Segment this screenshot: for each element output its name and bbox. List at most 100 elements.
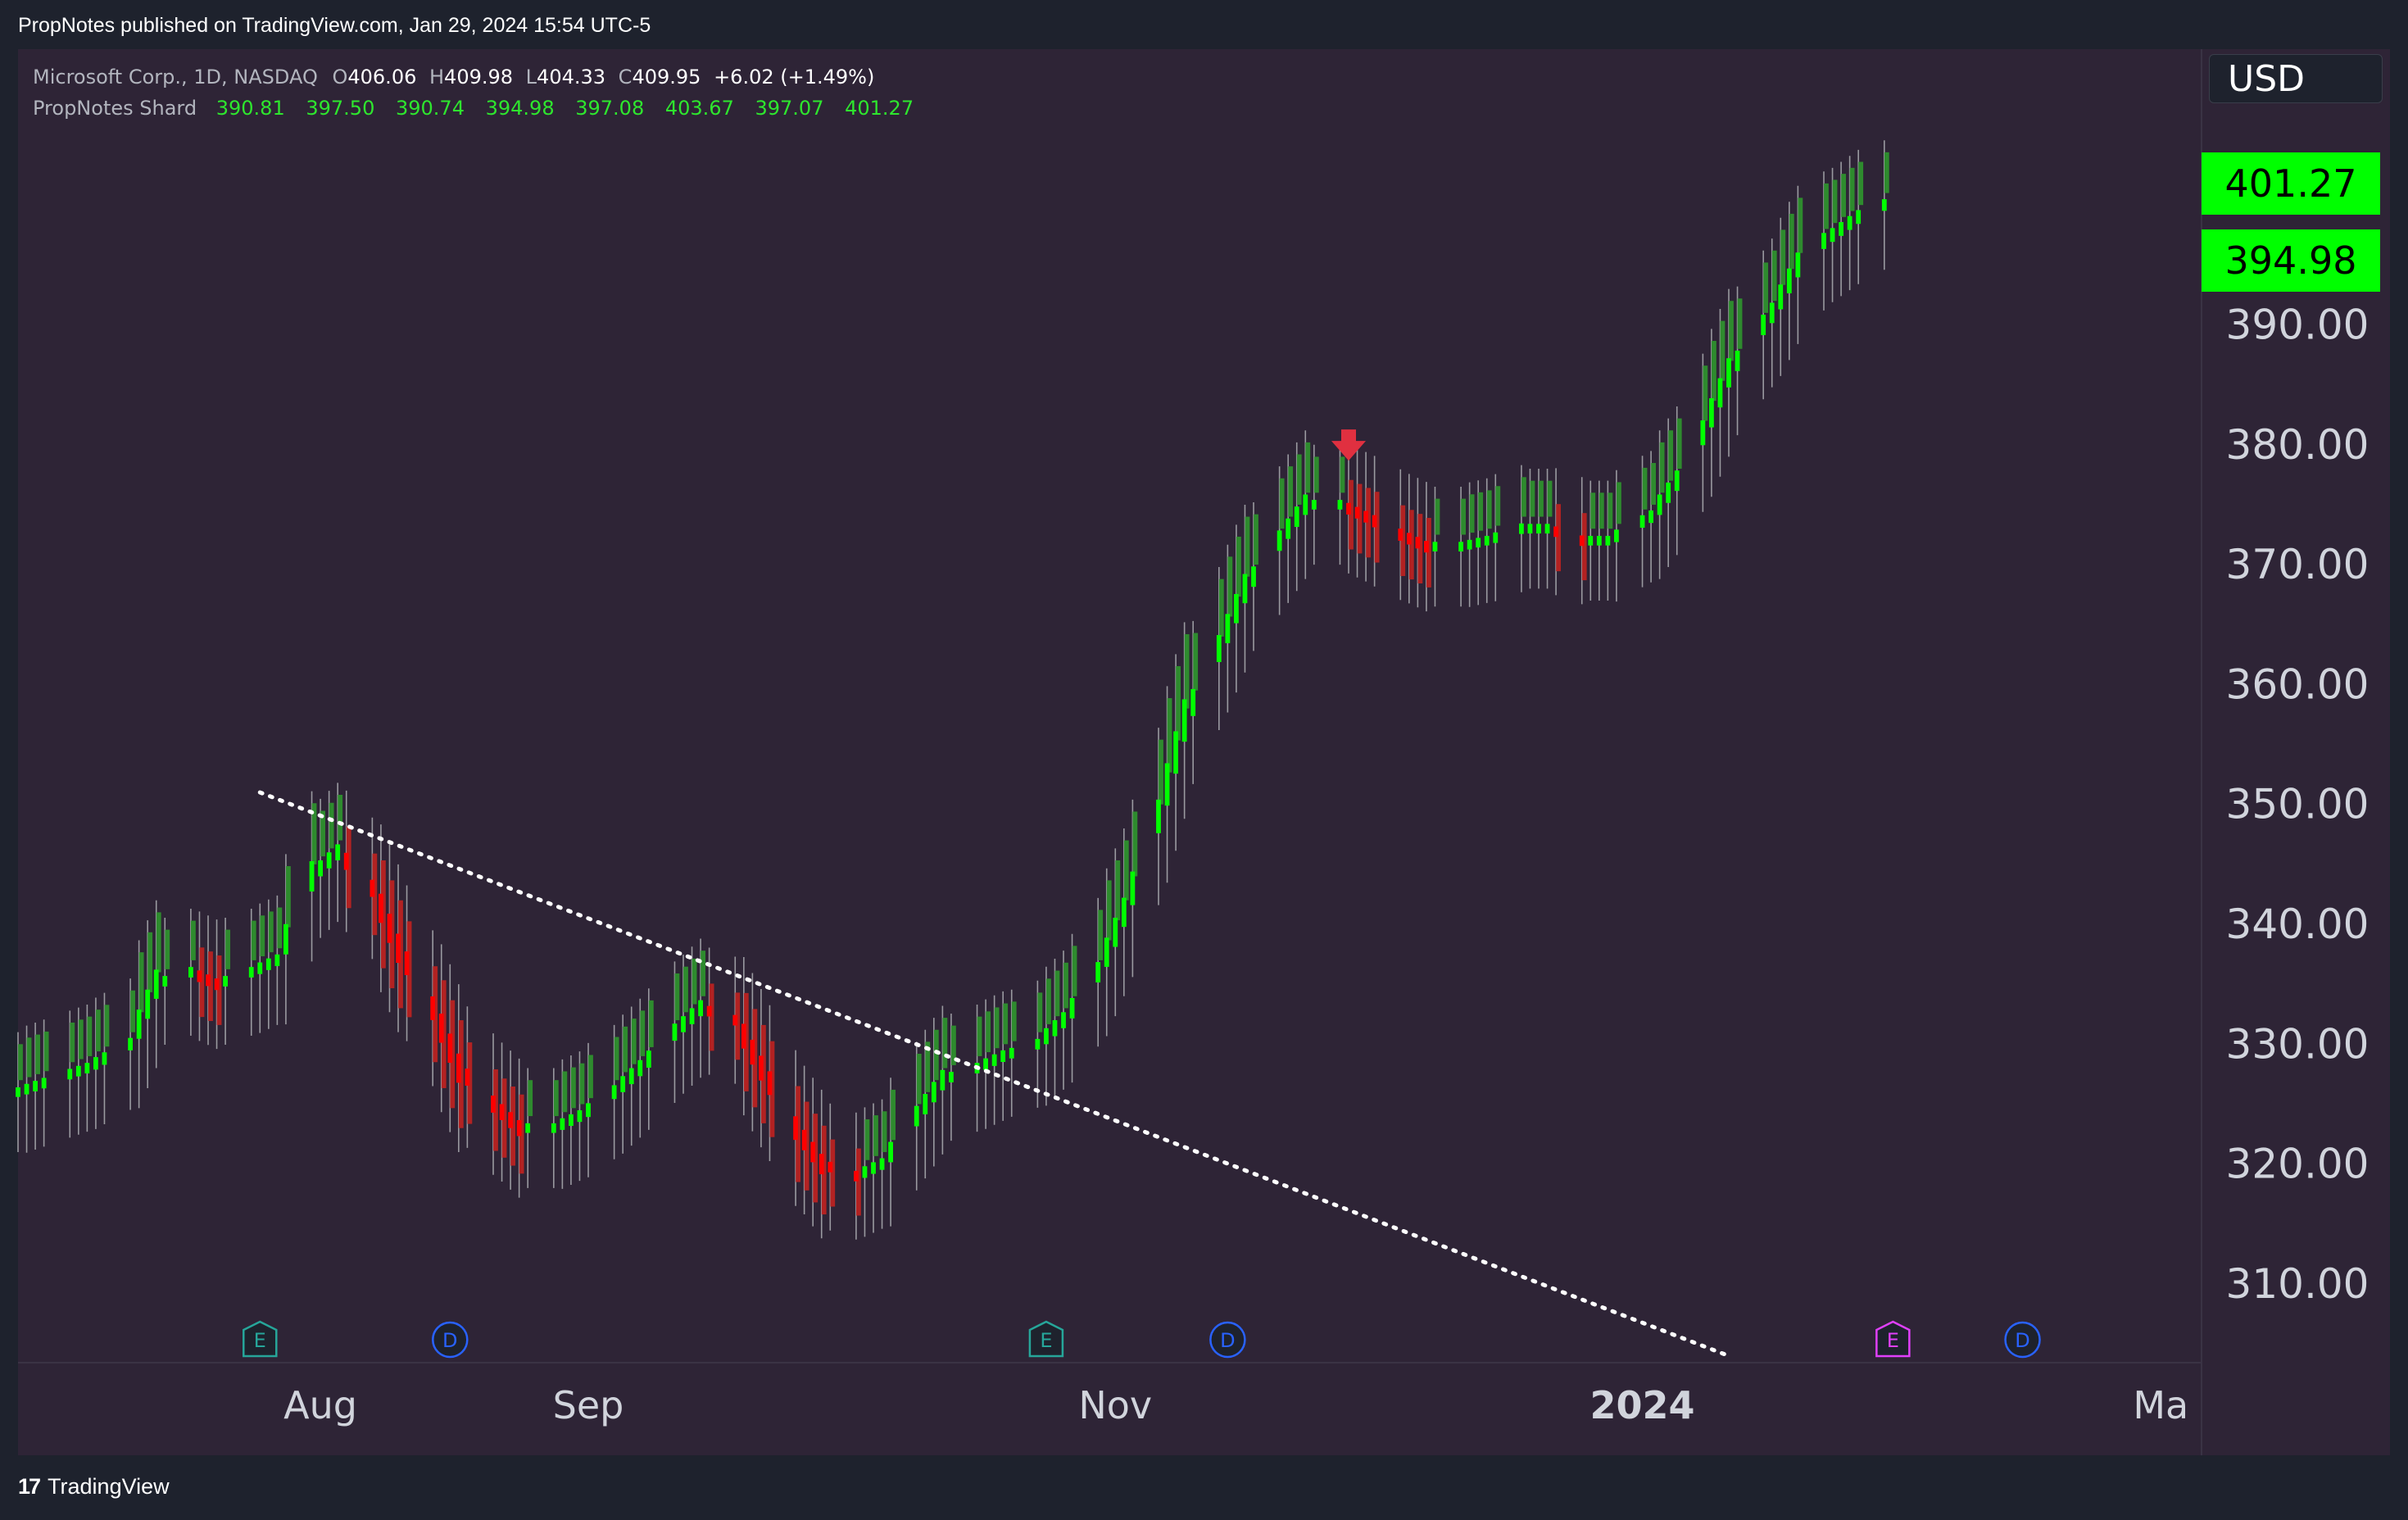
shadow-candle — [1063, 962, 1068, 1009]
shadow-candle — [1046, 978, 1051, 1024]
shadow-candle — [752, 1009, 758, 1108]
candle-body — [1424, 541, 1429, 553]
dividend-marker[interactable]: D — [432, 1321, 469, 1359]
candle-body — [871, 1162, 876, 1174]
shadow-candle — [1417, 514, 1423, 584]
candle-body — [991, 1054, 997, 1066]
shadow-candle — [882, 1111, 887, 1152]
price-tick-label: 320.00 — [2226, 1141, 2369, 1188]
candle-body — [93, 1057, 98, 1070]
shadow-candle — [588, 1055, 593, 1099]
candle-body — [1069, 997, 1075, 1019]
candle-body — [1277, 530, 1282, 551]
shadow-candle — [70, 1022, 75, 1063]
shadow-candle — [640, 1010, 646, 1056]
candle-body — [1830, 228, 1835, 243]
shadow-candle — [1798, 197, 1803, 253]
shadow-candle — [709, 983, 714, 1051]
candle-body — [1363, 510, 1368, 523]
shadow-candle — [579, 1063, 585, 1105]
earnings-marker-shape — [1028, 1320, 1064, 1358]
candle-body — [16, 1087, 20, 1097]
shadow-candle — [761, 1024, 766, 1123]
shadow-candle — [329, 802, 334, 849]
candle-body — [681, 1016, 686, 1032]
shadow-candle — [1357, 483, 1363, 554]
shadow-candle — [1400, 505, 1406, 576]
shadow-candle — [623, 1026, 628, 1073]
candle-body — [560, 1118, 565, 1130]
legend-symbol[interactable]: Microsoft Corp., 1D, NASDAQ — [33, 66, 318, 88]
shadow-candle — [1236, 536, 1241, 597]
dividend-marker[interactable]: D — [1209, 1321, 1246, 1359]
shadow-candle — [1824, 183, 1829, 229]
price-tick-label: 370.00 — [2226, 541, 2369, 588]
shadow-candle — [1296, 454, 1302, 505]
candle-body — [1579, 535, 1585, 547]
candle-body — [810, 1141, 816, 1163]
candle-body — [551, 1123, 556, 1133]
candle-body — [1035, 1038, 1041, 1050]
shadow-candle — [1184, 633, 1190, 709]
price-tick-label: 310.00 — [2226, 1260, 2369, 1308]
shadow-candle — [1521, 477, 1526, 517]
shadow-candle — [450, 1000, 456, 1109]
shadow-candle — [562, 1071, 568, 1113]
candle-body — [1415, 537, 1421, 549]
shadow-candle — [493, 1069, 498, 1151]
earnings-marker-shape — [243, 1320, 278, 1358]
currency-selector[interactable]: USD — [2209, 54, 2383, 103]
shadow-candle — [1849, 167, 1855, 211]
chart-legend: Microsoft Corp., 1D, NASDAQ O406.06 H409… — [33, 66, 928, 128]
candle-body — [862, 1166, 868, 1178]
shadow-candle — [311, 803, 317, 864]
earnings-marker[interactable]: E — [243, 1320, 278, 1358]
earnings-marker[interactable]: E — [1028, 1320, 1064, 1358]
candle-body — [1553, 526, 1558, 538]
shadow-candle — [1193, 633, 1199, 691]
shadow-candle — [1106, 880, 1112, 941]
candle-body — [404, 951, 410, 975]
candle-body — [326, 852, 332, 869]
candle-body — [197, 970, 202, 982]
price-axis[interactable]: 310.00 320.00 330.00 340.00 350.00 360.00 370.… — [2226, 301, 2369, 1307]
dividend-marker[interactable]: D — [2004, 1321, 2041, 1359]
legend-indicator-name[interactable]: PropNotes Shard — [33, 97, 197, 120]
candle-body — [1251, 566, 1256, 588]
shadow-candle — [1729, 301, 1734, 361]
time-axis[interactable]: Aug Sep Nov 2024 Ma — [283, 1383, 2188, 1427]
candle-body — [438, 1013, 444, 1043]
candle-body — [430, 996, 436, 1020]
candle-body — [525, 1123, 531, 1133]
candle-body — [1061, 1012, 1066, 1028]
trendline-layer[interactable] — [257, 790, 1731, 1359]
candle-body — [75, 1065, 81, 1077]
shadow-candle — [1712, 341, 1716, 402]
candle-body — [1717, 378, 1723, 408]
shadow-candle — [156, 912, 161, 973]
candle-body — [1484, 535, 1490, 546]
candle-body — [1476, 538, 1481, 548]
shadow-candle — [406, 921, 412, 1018]
tradingview-brand[interactable]: 17 TradingView — [18, 1474, 170, 1500]
earnings-marker[interactable]: E — [1875, 1320, 1911, 1358]
chart-panel[interactable] — [18, 49, 2390, 1455]
candle-body — [447, 1033, 453, 1063]
candle-body — [1164, 763, 1170, 806]
candle-body — [1181, 699, 1187, 742]
shadow-candle — [1539, 480, 1544, 517]
price-tick-label: 340.00 — [2226, 901, 2369, 948]
shadow-candle — [18, 1044, 23, 1081]
candle-body — [828, 1161, 833, 1173]
shadow-candle — [804, 1101, 809, 1191]
shadow-candle — [1245, 516, 1250, 577]
candle-body — [1303, 494, 1308, 515]
shadow-candle — [1037, 992, 1043, 1032]
shadow-candle — [1218, 579, 1224, 637]
candle-body — [801, 1129, 807, 1150]
candle-body — [516, 1119, 522, 1137]
shadow-candle — [1771, 250, 1777, 302]
candle-body — [879, 1158, 885, 1170]
